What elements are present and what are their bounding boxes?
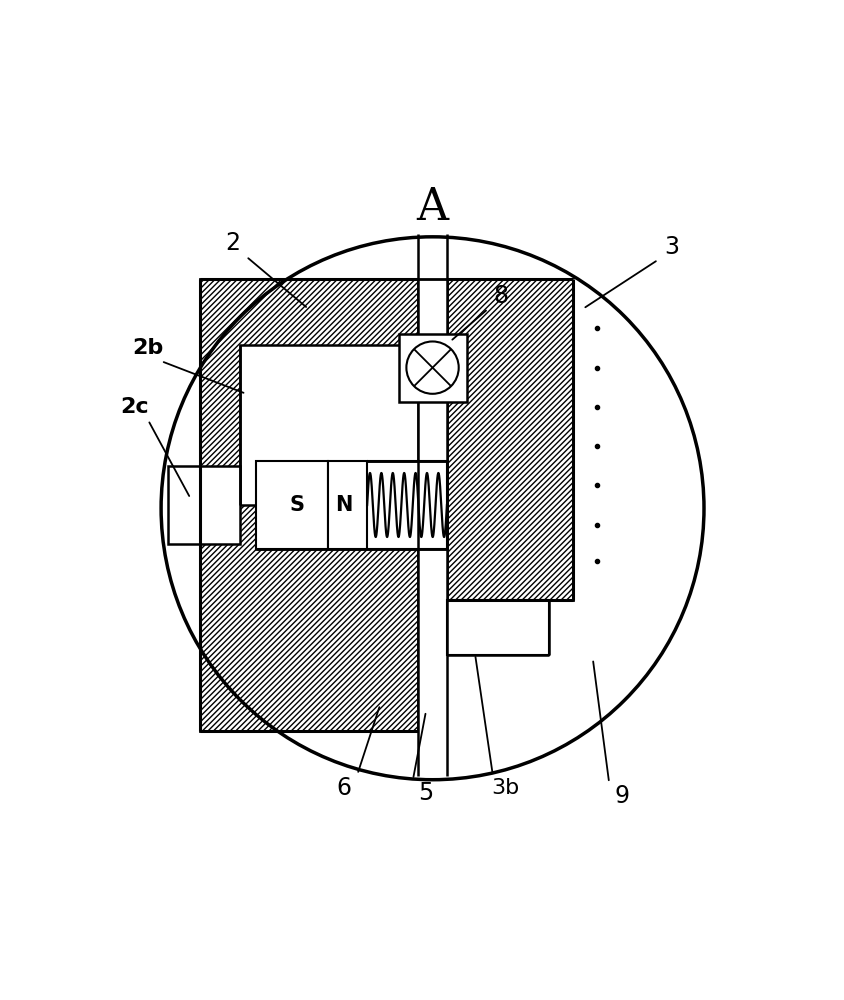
Text: 2: 2: [225, 231, 241, 255]
Text: 3: 3: [663, 235, 679, 259]
Polygon shape: [256, 461, 327, 549]
Polygon shape: [200, 279, 418, 731]
Text: A: A: [416, 186, 449, 229]
Polygon shape: [573, 279, 622, 600]
Polygon shape: [447, 600, 549, 655]
Polygon shape: [240, 345, 418, 505]
Polygon shape: [168, 466, 240, 544]
Polygon shape: [447, 279, 573, 600]
Text: 2b: 2b: [133, 338, 164, 358]
Polygon shape: [256, 461, 447, 549]
Text: 3b: 3b: [492, 778, 520, 798]
Text: 9: 9: [614, 784, 630, 808]
Text: N: N: [336, 495, 353, 515]
Text: 5: 5: [419, 781, 434, 805]
Polygon shape: [398, 334, 467, 402]
Text: S: S: [289, 495, 305, 515]
Polygon shape: [327, 461, 367, 549]
Text: 6: 6: [337, 776, 352, 800]
Text: 2c: 2c: [121, 397, 149, 417]
Polygon shape: [418, 234, 447, 776]
Text: 8: 8: [494, 284, 509, 308]
